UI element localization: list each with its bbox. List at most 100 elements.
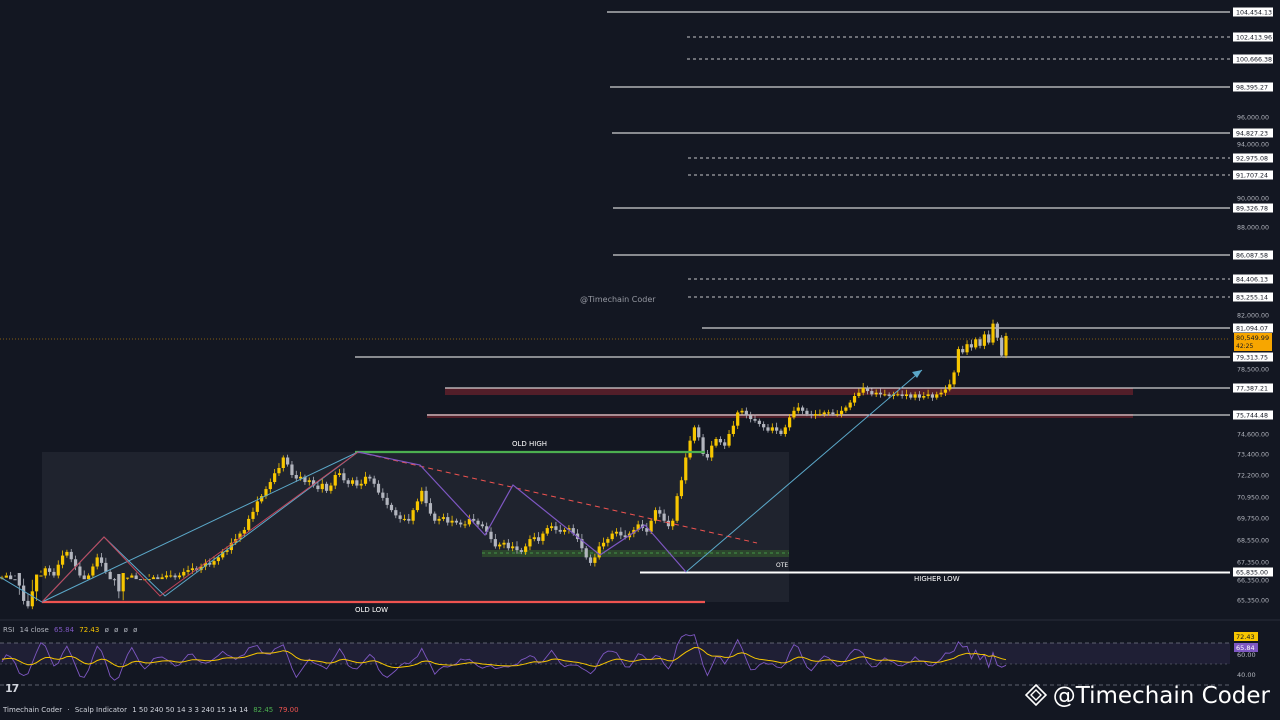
candle-body	[511, 546, 515, 549]
candle-body	[459, 522, 463, 525]
candle-body	[675, 496, 679, 521]
candle-body	[619, 531, 623, 536]
level-badge	[1233, 292, 1273, 302]
candle-body	[852, 396, 857, 403]
candle-body	[922, 396, 926, 398]
candle-body	[450, 520, 454, 523]
demand-zone	[427, 414, 1133, 418]
candle-body	[848, 402, 852, 408]
candle-body	[762, 424, 766, 428]
candle-body	[952, 372, 956, 385]
candle-body	[108, 571, 112, 580]
candle-body	[826, 412, 831, 414]
rsi-axis-60: 60.00	[1237, 651, 1256, 659]
candle-body	[489, 531, 493, 540]
trend-arrow-head	[912, 370, 922, 378]
level-badge	[1233, 383, 1273, 393]
level-badge	[1233, 410, 1273, 420]
candle-body	[130, 575, 134, 578]
trend-line-right	[685, 369, 923, 573]
candle-body	[580, 539, 584, 549]
current-price-countdown: 42:25	[1236, 343, 1253, 350]
candle-body	[208, 562, 212, 565]
rsi-value-2: 72.43	[79, 626, 100, 634]
candle-body	[801, 407, 805, 411]
candle-body	[385, 497, 389, 505]
footer-legend[interactable]: Timechain Coder · Scalp Indicator 1 50 2…	[3, 706, 302, 714]
candle-body	[260, 496, 264, 502]
rsi-ma-line	[1, 646, 1007, 669]
candle-body	[99, 557, 104, 563]
candle-body	[969, 344, 973, 348]
level-badge	[1233, 170, 1273, 180]
price-tick-label: 96,000.00	[1237, 114, 1269, 121]
candle-body	[420, 490, 424, 502]
price-tick-label: 66,350.00	[1237, 577, 1269, 584]
candle-body	[355, 480, 359, 486]
rsi-legend[interactable]: RSI 14 close 65.84 72.43 ø ø ø ø	[3, 626, 140, 634]
candle-body	[35, 574, 39, 592]
price-tick-label: 74,600.00	[1237, 431, 1269, 438]
level-badge-label: 100,666.38	[1236, 56, 1272, 63]
rsi-badge-ma-text: 72.43	[1236, 633, 1255, 641]
candle-body	[342, 473, 346, 481]
price-axis[interactable]: 96,000.00 94,000.00 90,000.00 88,000.00 82,0…	[1237, 114, 1269, 604]
candle-body	[346, 480, 350, 484]
candle-body	[913, 394, 917, 398]
level-badge	[1233, 82, 1273, 92]
candle-body	[247, 518, 251, 530]
candle-body	[692, 427, 697, 441]
candle-body	[567, 528, 571, 530]
candle-body	[775, 427, 779, 431]
price-tick-label: 72,200.00	[1237, 472, 1269, 479]
level-badge	[1233, 352, 1273, 362]
rsi-title: RSI	[3, 626, 15, 634]
candle-body	[731, 425, 735, 434]
level-badge-label: 94,827.23	[1236, 130, 1268, 137]
candle-body	[151, 577, 156, 580]
candle-body	[917, 394, 922, 398]
price-tick-label: 94,000.00	[1237, 141, 1269, 148]
candle-body	[372, 478, 376, 484]
candle-body	[813, 414, 818, 416]
candle-body	[433, 513, 437, 521]
price-tick-label: 65,350.00	[1237, 597, 1269, 604]
candle-body	[788, 417, 792, 428]
candle-body	[506, 542, 510, 549]
higher-low-label: HIGHER LOW	[914, 575, 960, 583]
candle-body	[844, 407, 848, 411]
candle-body	[493, 539, 497, 547]
candle-body	[636, 524, 640, 530]
candle-body	[104, 562, 108, 572]
price-tick-label: 78,500.00	[1237, 366, 1269, 373]
candle-body	[216, 557, 220, 562]
candle-body	[571, 528, 575, 534]
candle-body	[701, 437, 705, 454]
candle-body	[792, 410, 796, 418]
candle-body	[671, 520, 675, 527]
footer-sep: ·	[67, 706, 70, 714]
candle-body	[290, 464, 294, 475]
candle-body	[588, 557, 593, 563]
candle-body	[199, 566, 203, 571]
candle-body	[558, 529, 562, 532]
candle-body	[264, 489, 268, 497]
footer-val-green: 82.45	[253, 706, 274, 714]
candle-body	[467, 518, 471, 525]
candle-body	[870, 391, 874, 395]
price-tick-label: 67,350.00	[1237, 559, 1269, 566]
candle-body	[956, 349, 960, 373]
rsi-empty-4: ø	[133, 626, 138, 634]
tradingview-logo-icon[interactable]: 17	[5, 682, 19, 695]
candle-body	[454, 520, 458, 523]
candle-body	[610, 533, 614, 540]
candle-body	[368, 476, 372, 479]
candle-body	[550, 526, 554, 529]
candle-body	[679, 480, 684, 497]
candle-body	[117, 574, 121, 592]
candle-body	[900, 394, 904, 397]
candle-body	[839, 410, 844, 415]
candle-body	[169, 575, 173, 577]
candle-body	[95, 557, 99, 567]
